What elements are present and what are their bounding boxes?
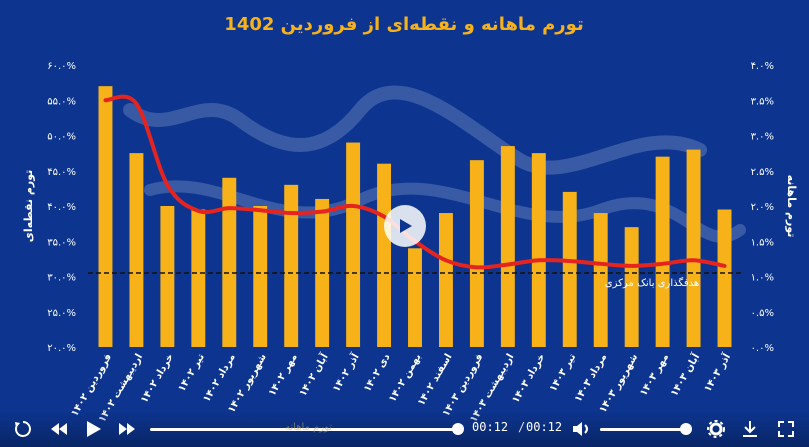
left-tick-label: ۳۵.۰% xyxy=(47,237,76,248)
replay-icon xyxy=(15,421,31,437)
fullscreen-icon xyxy=(778,421,794,437)
bar xyxy=(284,184,299,347)
x-tick-label: مهر ۱۴۰۲ xyxy=(267,352,300,398)
duration: 00:12 xyxy=(526,420,563,434)
volume-knob[interactable] xyxy=(680,423,692,435)
bar xyxy=(531,153,546,347)
x-tick-label: مرداد ۱۴۰۳ xyxy=(573,352,610,404)
left-tick-label: ۵۰.۰% xyxy=(47,132,76,143)
x-tick-label: آبان ۱۴۰۳ xyxy=(667,351,702,399)
x-tick-label: مهر ۱۴۰۳ xyxy=(638,352,671,398)
rewind-button[interactable] xyxy=(48,418,70,440)
bar xyxy=(593,213,608,347)
left-tick-label: ۵۵.۰% xyxy=(47,96,76,107)
left-tick-label: ۳۰.۰% xyxy=(47,273,76,284)
right-tick-label: ۰.۵% xyxy=(751,308,774,319)
x-tick-label: خرداد ۱۴۰۳ xyxy=(510,352,547,405)
seek-knob[interactable] xyxy=(452,423,464,435)
x-tick-label: خرداد ۱۴۰۲ xyxy=(139,352,176,405)
left-tick-label: ۴۵.۰% xyxy=(47,167,76,178)
x-tick-label: تیر ۱۴۰۲ xyxy=(176,352,207,394)
center-play-button[interactable] xyxy=(384,205,426,247)
x-tick-label: تیر ۱۴۰۳ xyxy=(548,352,579,394)
right-tick-label: ۳.۰% xyxy=(751,132,774,143)
seek-progress xyxy=(150,428,458,431)
left-tick-label: ۲۰.۰% xyxy=(47,343,76,354)
fullscreen-button[interactable] xyxy=(775,418,797,440)
bar xyxy=(98,86,113,348)
right-tick-label: ۰.۰% xyxy=(751,343,774,354)
bar xyxy=(624,227,639,347)
x-tick-label: بهمن ۱۴۰۲ xyxy=(387,352,424,404)
x-tick-label: آذر ۱۴۰۳ xyxy=(701,351,734,395)
current-time: 00:12 xyxy=(472,420,509,434)
time-separator: / xyxy=(518,420,526,434)
bar xyxy=(377,163,392,347)
x-tick-label: آبان ۱۴۰۲ xyxy=(296,351,331,399)
left-tick-label: ۲۵.۰% xyxy=(47,308,76,319)
bar xyxy=(469,160,484,347)
left-tick-label: ۶۰.۰% xyxy=(47,61,76,72)
x-tick-label: آذر ۱۴۰۲ xyxy=(329,351,362,395)
left-tick-label: ۴۰.۰% xyxy=(47,202,76,213)
forward-icon xyxy=(119,423,135,435)
bar xyxy=(222,177,237,347)
bar xyxy=(562,191,577,347)
settings-icon xyxy=(707,420,725,438)
right-tick-label: ۲.۰% xyxy=(751,202,774,213)
download-icon xyxy=(743,421,757,437)
bar xyxy=(655,156,670,347)
bar xyxy=(408,248,422,347)
player-controls: تورم ماهانه 00:12 / 00:12 xyxy=(0,410,809,447)
bar xyxy=(686,149,701,347)
bar xyxy=(717,209,732,347)
bar xyxy=(160,206,175,347)
right-tick-label: ۱.۵% xyxy=(751,237,774,248)
volume-level xyxy=(600,428,686,431)
target-reference-label: هدفگذاری بانک مرکزی xyxy=(605,277,699,289)
settings-button[interactable] xyxy=(705,418,727,440)
left-axis-ticks: ۲۰.۰% ۲۵.۰% ۳۰.۰% ۳۵.۰% ۴۰.۰% ۴۵.۰% ۵۰.۰% ۵۵.۰%… xyxy=(47,61,76,354)
right-tick-label: ۴.۰% xyxy=(751,61,774,72)
monthly-inflation-bars xyxy=(98,86,732,348)
replay-button[interactable] xyxy=(12,418,34,440)
play-icon xyxy=(400,219,412,233)
bar xyxy=(500,146,515,347)
left-axis-label: تورم نقطه‌ای xyxy=(22,170,35,243)
volume-button[interactable] xyxy=(570,418,592,440)
rewind-icon xyxy=(51,423,67,435)
right-tick-label: ۳.۵% xyxy=(751,96,774,107)
play-button[interactable] xyxy=(82,418,104,440)
bar xyxy=(253,206,268,347)
bar xyxy=(438,213,453,347)
play-icon xyxy=(87,421,101,437)
bar xyxy=(346,142,361,347)
download-button[interactable] xyxy=(739,418,761,440)
right-tick-label: ۱.۰% xyxy=(751,273,774,284)
watermark xyxy=(123,85,746,243)
chart-title: تورم ماهانه و نقطه‌ای از فروردین 1402 xyxy=(224,14,583,35)
volume-icon xyxy=(573,422,588,436)
legend-ghost-text: تورم ماهانه xyxy=(285,422,333,433)
right-tick-label: ۲.۵% xyxy=(751,167,774,178)
x-tick-label: دی ۱۴۰۲ xyxy=(362,352,393,394)
bar xyxy=(191,209,206,347)
forward-button[interactable] xyxy=(116,418,138,440)
right-axis-ticks: ۰.۰% ۰.۵% ۱.۰% ۱.۵% ۲.۰% ۲.۵% ۳.۰% ۳.۵% ۴.۰% xyxy=(751,61,774,354)
right-axis-label: تورم ماهانه xyxy=(785,175,798,238)
x-tick-label: مرداد ۱۴۰۲ xyxy=(201,352,238,404)
bar xyxy=(129,153,144,347)
